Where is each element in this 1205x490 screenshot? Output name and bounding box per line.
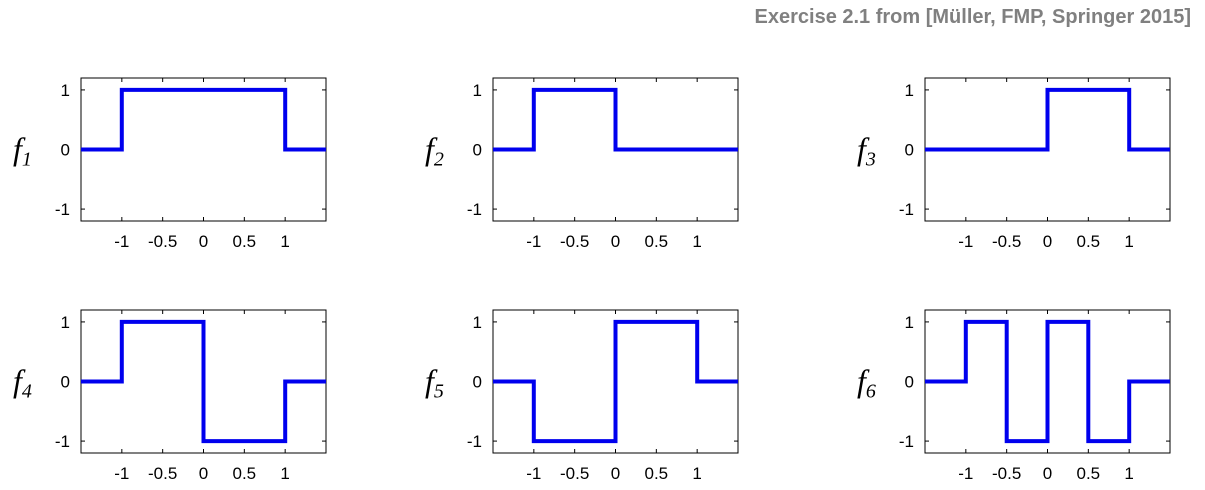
x-tick-label: -1 <box>526 232 541 251</box>
function-label-subscript: 2 <box>434 149 444 171</box>
x-tick-label: 0 <box>1043 464 1052 483</box>
series-line <box>81 319 326 444</box>
y-tick-label: 0 <box>61 373 70 392</box>
x-tick-label: 0 <box>199 232 208 251</box>
x-tick-label: -1 <box>114 232 129 251</box>
function-label: f1 <box>13 131 32 171</box>
y-tick-label: 0 <box>473 373 482 392</box>
function-label-subscript: 5 <box>434 381 444 403</box>
x-tick-label: 0.5 <box>1077 232 1101 251</box>
y-tick-label: 0 <box>905 141 914 160</box>
function-label: f4 <box>13 363 32 403</box>
x-tick-label: 0 <box>611 464 620 483</box>
y-tick-label: 0 <box>473 141 482 160</box>
y-tick-label: 0 <box>905 373 914 392</box>
x-tick-label: 0.5 <box>645 232 669 251</box>
x-tick-label: 0.5 <box>645 464 669 483</box>
series-line <box>925 87 1170 152</box>
y-tick-label: 1 <box>905 313 914 332</box>
x-tick-label: 0.5 <box>233 232 257 251</box>
x-tick-label: -0.5 <box>148 464 177 483</box>
x-tick-label: 1 <box>692 464 701 483</box>
y-tick-label: -1 <box>899 200 914 219</box>
x-tick-label: 0.5 <box>1077 464 1101 483</box>
x-tick-label: -1 <box>114 464 129 483</box>
plot-panel-1: -101-1 -0.5 0 0.5 1f1 <box>13 77 327 251</box>
series-line <box>493 319 738 444</box>
x-tick-label: 0 <box>611 232 620 251</box>
y-tick-label: 1 <box>473 313 482 332</box>
plot-panel-4: -1 0 1 -1 -0.5 0 0.5 1 f4 <box>13 309 327 483</box>
x-tick-label: -0.5 <box>148 232 177 251</box>
y-tick-label: -1 <box>467 200 482 219</box>
y-tick-label: -1 <box>467 432 482 451</box>
y-tick-label: -1 <box>55 432 70 451</box>
x-tick-label: -0.5 <box>992 464 1021 483</box>
x-tick-label: 1 <box>280 232 289 251</box>
y-tick-label: 1 <box>61 313 70 332</box>
x-tick-label: -0.5 <box>560 464 589 483</box>
function-label-subscript: 3 <box>865 149 876 171</box>
function-label: f2 <box>425 131 444 171</box>
y-tick-label: 1 <box>473 81 482 100</box>
x-tick-label: 1 <box>1124 232 1133 251</box>
x-tick-label: 0 <box>1043 232 1052 251</box>
y-tick-label: 1 <box>61 81 70 100</box>
function-label-subscript: 1 <box>22 149 32 171</box>
series-line <box>493 87 738 152</box>
series-line <box>81 87 326 152</box>
y-tick-label: 1 <box>905 81 914 100</box>
plot-panel-5: -1 0 1 -1 -0.5 0 0.5 1 f5 <box>425 309 739 483</box>
function-label-subscript: 4 <box>22 381 32 403</box>
x-tick-label: -1 <box>958 232 973 251</box>
y-tick-label: 0 <box>61 141 70 160</box>
series-line <box>925 319 1170 444</box>
x-tick-label: 0.5 <box>233 464 257 483</box>
plot-panel-2: -1 0 1 -1 -0.5 0 0.5 1 f2 <box>425 77 739 251</box>
function-label-subscript: 6 <box>866 381 876 403</box>
figure-title: Exercise 2.1 from [Müller, FMP, Springer… <box>754 6 1191 28</box>
plot-panel-6: -1 0 1 -1 -0.5 0 0.5 1 f6 <box>857 309 1171 483</box>
x-tick-label: 1 <box>1124 464 1133 483</box>
y-tick-label: -1 <box>55 200 70 219</box>
x-tick-label: 1 <box>280 464 289 483</box>
function-label: f5 <box>425 363 444 403</box>
x-tick-label: -1 <box>958 464 973 483</box>
y-tick-label: -1 <box>899 432 914 451</box>
x-tick-label: 1 <box>692 232 701 251</box>
x-tick-label: 0 <box>199 464 208 483</box>
x-tick-label: -1 <box>526 464 541 483</box>
plot-panel-3: -1 0 1 -1 -0.5 0 0.5 1 f3 <box>857 77 1171 251</box>
function-label: f3 <box>857 131 876 171</box>
x-tick-label: -0.5 <box>560 232 589 251</box>
function-label: f6 <box>857 363 876 403</box>
x-tick-label: -0.5 <box>992 232 1021 251</box>
